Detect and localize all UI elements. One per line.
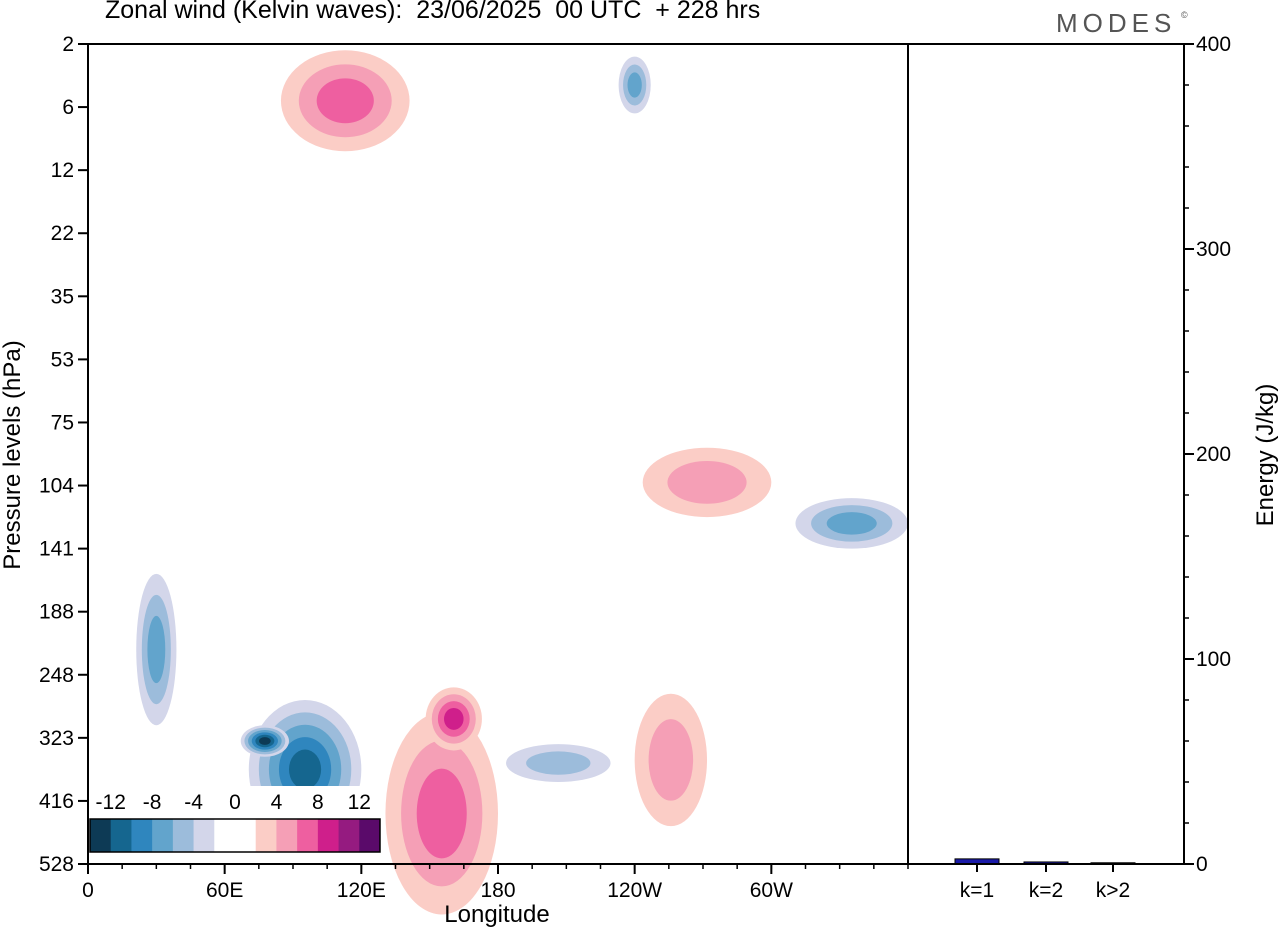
chart-title: Zonal wind (Kelvin waves): 23/06/2025 00… [105,0,761,24]
heatmap-axes: 0 60E 120E 180 120W 60W 2 6 12 22 35 53 75 104 141 188 2… [39,33,909,902]
y-tick-label: 6 [62,96,74,119]
y-tick-label: 248 [39,664,74,687]
colorbar-swatch [276,819,298,852]
colorbar-swatch [317,819,339,852]
energy-y-label: 0 [1196,853,1208,876]
wind-anomaly-10-level-2 [147,615,166,684]
heatmap-field [136,50,908,915]
y-tick-label: 22 [51,222,74,245]
y-tick-label: 323 [39,727,74,750]
energy-y-label: 200 [1196,443,1231,466]
y-tick-label: 104 [39,475,74,498]
colorbar-swatch [214,819,236,852]
x-tick-label: 60W [750,879,793,902]
wind-anomaly-1-level-5 [259,737,271,745]
energy-y-label: 300 [1196,238,1231,261]
wind-anomaly-3-level-2 [416,768,467,859]
energy-axes: 0 100 200 300 400 [1184,33,1231,876]
colorbar-frame [89,818,381,853]
wind-anomaly-2-level-1 [526,751,591,775]
x-axis-title: Longitude [444,901,549,928]
colorbar-swatch [152,819,174,852]
x-tick-label: 120E [337,879,386,902]
energy-x-label: k=1 [960,879,994,902]
colorbar-label: -12 [96,791,126,814]
energy-bars: k=1 k=2 k>2 [954,858,1136,902]
colorbar-swatch [172,819,194,852]
y-tick-label: 188 [39,601,74,624]
x-tick-label: 120W [607,879,662,902]
energy-y-label: 100 [1196,648,1231,671]
colorbar-label: 0 [229,791,241,814]
colorbar-swatch [255,819,277,852]
wind-anomaly-0-level-4 [288,749,322,790]
colorbar-swatch [297,819,319,852]
colorbar-label: 12 [348,791,371,814]
brand-logo: MODES [1056,8,1177,38]
y-tick-label: 35 [51,285,74,308]
y-axis-title: Pressure levels (hPa) [0,340,26,569]
energy-axis-title: Energy (J/kg) [1252,384,1279,527]
colorbar-swatch [193,819,215,852]
colorbar-swatch [90,819,112,852]
x-tick-label: 0 [82,879,94,902]
colorbar-swatch [338,819,360,852]
y-tick-label: 416 [39,790,74,813]
colorbar-label: 8 [312,791,324,814]
wind-anomaly-9-level-2 [627,72,642,98]
y-tick-label: 75 [51,411,74,434]
y-tick-label: 53 [51,348,74,371]
wind-anomaly-4-level-3 [443,707,464,730]
y-tick-label: 2 [62,33,74,56]
brand-mark: © [1181,10,1188,20]
energy-x-label: k=2 [1029,879,1063,902]
y-tick-label: 141 [39,538,74,561]
colorbar-swatch [235,819,257,852]
colorbar-swatch [110,819,132,852]
wind-anomaly-6-level-2 [826,512,877,535]
y-tick-label: 12 [51,159,74,182]
x-tick-label: 60E [206,879,243,902]
colorbar-swatch [131,819,153,852]
colorbar-label: -4 [184,791,203,814]
colorbar-label: 4 [271,791,283,814]
wind-anomaly-7-level-1 [667,461,747,504]
energy-y-label: 400 [1196,33,1231,56]
energy-frame [907,43,1185,865]
colorbar: -12 -8 -4 0 4 8 12 [86,786,384,856]
wind-anomaly-5-level-1 [648,719,694,801]
colorbar-swatch [359,819,381,852]
y-tick-label: 528 [39,853,74,876]
x-tick-label: 180 [480,879,515,902]
heatmap-frame [87,43,909,865]
wind-anomaly-8-level-2 [316,78,374,124]
colorbar-label: -8 [143,791,162,814]
energy-x-label: k>2 [1096,879,1130,902]
